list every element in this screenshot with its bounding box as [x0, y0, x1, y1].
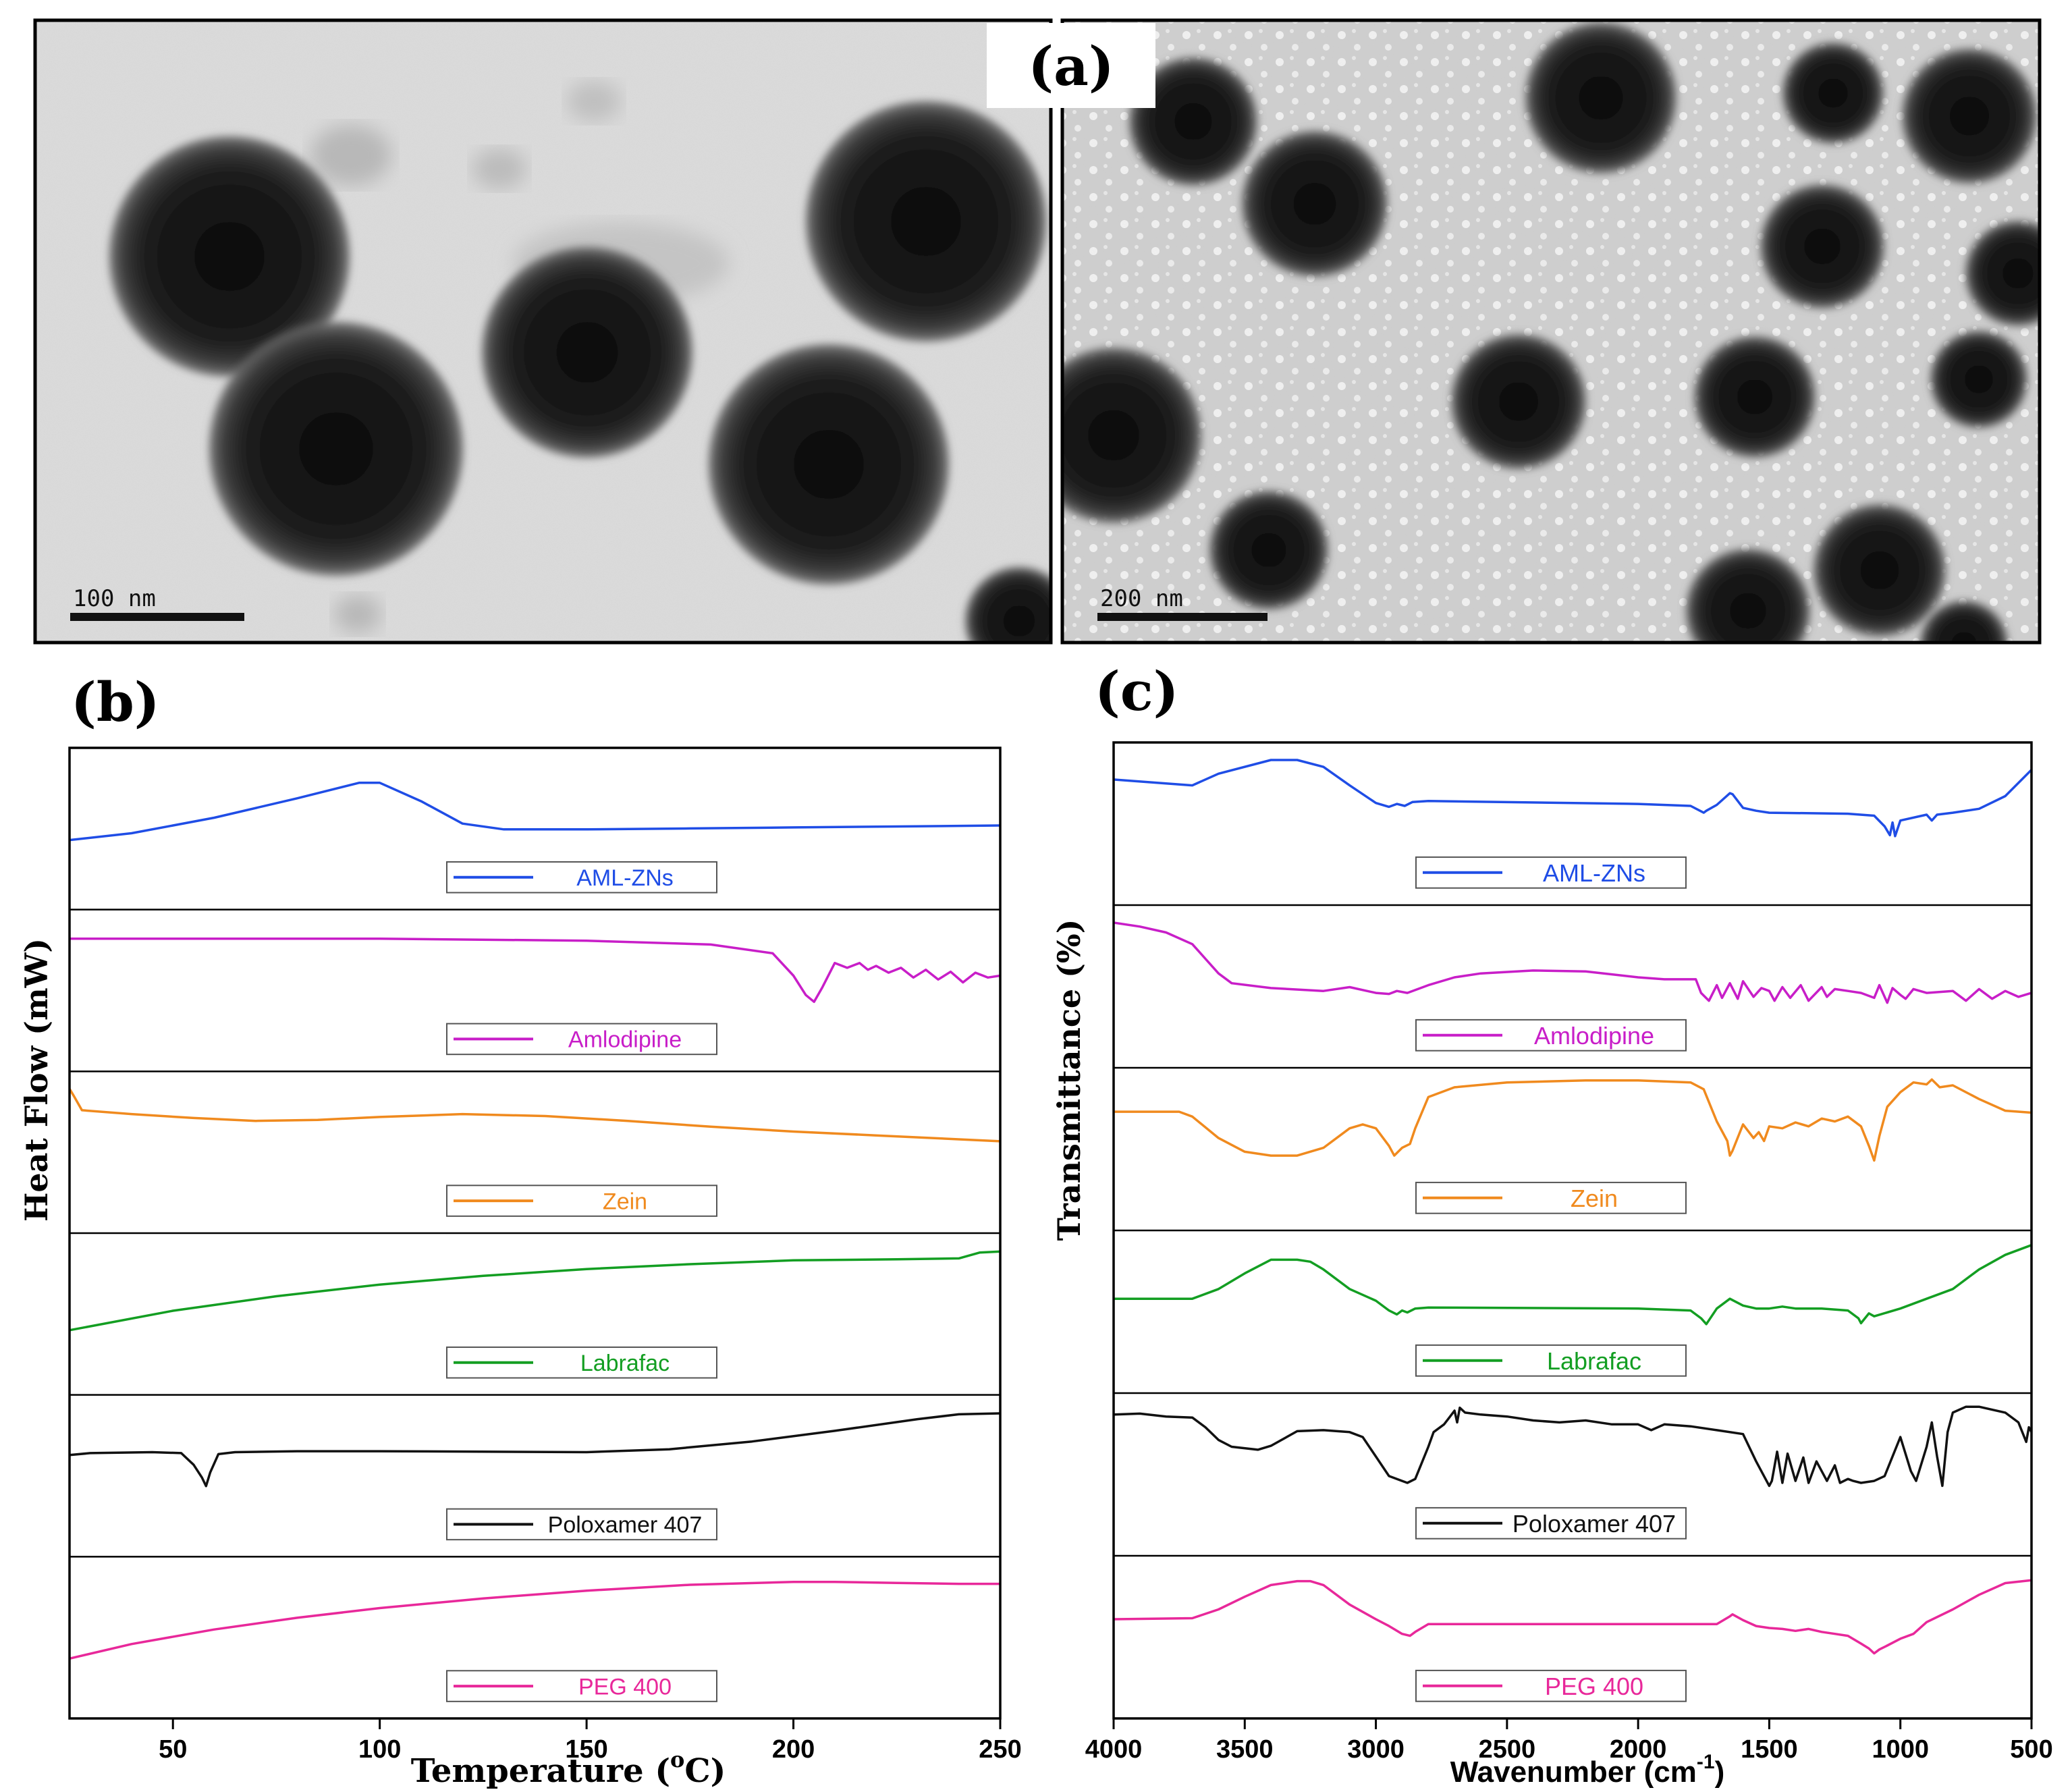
- b-legend-aml-zns: AML-ZNs: [446, 861, 717, 894]
- b-series-line-labrafac: [69, 1250, 1001, 1332]
- c-series-line-poloxamer-407: [1113, 1405, 2033, 1488]
- c-x-tick-label: 4000: [1085, 1735, 1143, 1764]
- c-legend-zein: Zein: [1415, 1181, 1687, 1214]
- b-legend-label-zein: Zein: [603, 1189, 647, 1214]
- c-x-tick-label: 3000: [1347, 1735, 1405, 1764]
- b-legend-label-aml-zns: AML-ZNs: [576, 865, 674, 891]
- c-legend-poloxamer-407: Poloxamer 407: [1415, 1506, 1687, 1540]
- b-series-line-amlodipine: [70, 938, 1001, 1004]
- c-x-tick-label: 1500: [1741, 1735, 1798, 1764]
- scale-bar-right-label: 200 nm: [1100, 585, 1183, 612]
- b-x-tick-label: 200: [772, 1735, 815, 1764]
- c-x-tick-label: 2500: [1479, 1735, 1536, 1764]
- b-legend-zein: Zein: [446, 1185, 717, 1217]
- b-legend-label-labrafac: Labrafac: [580, 1351, 670, 1376]
- c-legend-label-amlodipine: Amlodipine: [1534, 1022, 1654, 1050]
- c-series-line-labrafac: [1114, 1244, 2032, 1326]
- tem-particles-left: [109, 101, 1051, 643]
- c-legend-label-labrafac: Labrafac: [1547, 1347, 1641, 1375]
- c-series-line-zein: [1114, 1078, 2032, 1162]
- ftir-x-axis-title: Wavenumber (cm-1): [1450, 1751, 1724, 1789]
- dsc-series-group: AML-ZNs Amlodipine Zein Labrafac Poloxamer 4…: [68, 782, 1001, 1702]
- c-series-line-aml-zns: [1113, 759, 2033, 838]
- b-legend-label-poloxamer-407: Poloxamer 407: [548, 1513, 703, 1538]
- c-legend-label-peg-400: PEG 400: [1545, 1673, 1643, 1700]
- ftir-y-axis-title: Transmittance (%): [1051, 919, 1087, 1241]
- c-legend-peg-400: PEG 400: [1415, 1669, 1687, 1702]
- b-legend-labrafac: Labrafac: [446, 1346, 717, 1379]
- dsc-y-axis-title: Heat Flow (mW): [18, 938, 55, 1222]
- b-series-line-peg-400: [69, 1580, 1000, 1660]
- c-legend-label-poloxamer-407: Poloxamer 407: [1512, 1510, 1676, 1538]
- scale-bar-left-label: 100 nm: [73, 585, 156, 612]
- c-plot-frame: [1112, 741, 2033, 1720]
- tem-image-left: 100 nm: [35, 20, 1051, 643]
- dsc-x-ticks: 50 100 150 200 250: [159, 1718, 1022, 1764]
- c-x-tick-label: 2000: [1610, 1735, 1667, 1764]
- panel-c-ftir: (c) AML-ZNs Amlodipine Zein Labrafac Poloxam…: [1051, 659, 2053, 1789]
- b-x-tick-label: 250: [979, 1735, 1021, 1764]
- b-legend-amlodipine: Amlodipine: [446, 1023, 717, 1056]
- panel-b-dsc: (b) AML-ZNs Amlodipine Zein Labrafac Poloxam…: [18, 670, 1022, 1790]
- c-x-tick-label: 3500: [1216, 1735, 1274, 1764]
- dsc-x-axis-title: Temperature (oC): [411, 1747, 726, 1790]
- ftir-frame: [1112, 741, 2033, 1720]
- c-series-line-peg-400: [1113, 1579, 2032, 1655]
- b-series-line-aml-zns: [69, 782, 1001, 842]
- b-x-tick-label: 50: [159, 1735, 187, 1764]
- b-x-tick-label: 150: [565, 1735, 607, 1764]
- panel-a-label: (a): [1028, 34, 1114, 98]
- b-legend-label-peg-400: PEG 400: [578, 1674, 672, 1700]
- c-legend-label-aml-zns: AML-ZNs: [1543, 859, 1645, 887]
- b-legend-label-amlodipine: Amlodipine: [568, 1027, 682, 1053]
- ftir-x-ticks: 4000 3500 3000 2500 2000 1500 1000 500: [1085, 1718, 2053, 1764]
- tem-image-right: 200 nm: [1062, 20, 2040, 643]
- c-legend-amlodipine: Amlodipine: [1415, 1019, 1687, 1052]
- panel-b-label: (b): [71, 670, 160, 734]
- b-legend-poloxamer-407: Poloxamer 407: [446, 1508, 717, 1541]
- panel-a-tem-images: 100 nm: [33, 18, 2042, 645]
- b-plot-frame: [68, 746, 1002, 1720]
- ftir-series-group: AML-ZNs Amlodipine Zein Labrafac Poloxamer 4…: [1113, 759, 2033, 1702]
- dsc-frame: [68, 746, 1002, 1720]
- b-x-tick-label: 100: [358, 1735, 401, 1764]
- b-legend-peg-400: PEG 400: [446, 1670, 717, 1702]
- c-x-tick-label: 500: [2010, 1735, 2052, 1764]
- c-legend-labrafac: Labrafac: [1415, 1344, 1687, 1377]
- tem-particles-right: [1062, 22, 2040, 643]
- c-x-tick-label: 1000: [1872, 1735, 1929, 1764]
- panel-c-label: (c): [1095, 659, 1178, 723]
- b-series-line-zein: [68, 1088, 1001, 1143]
- c-legend-label-zein: Zein: [1571, 1185, 1618, 1212]
- c-legend-aml-zns: AML-ZNs: [1415, 856, 1687, 889]
- c-series-line-amlodipine: [1113, 921, 2032, 1004]
- b-series-line-poloxamer-407: [69, 1412, 1001, 1488]
